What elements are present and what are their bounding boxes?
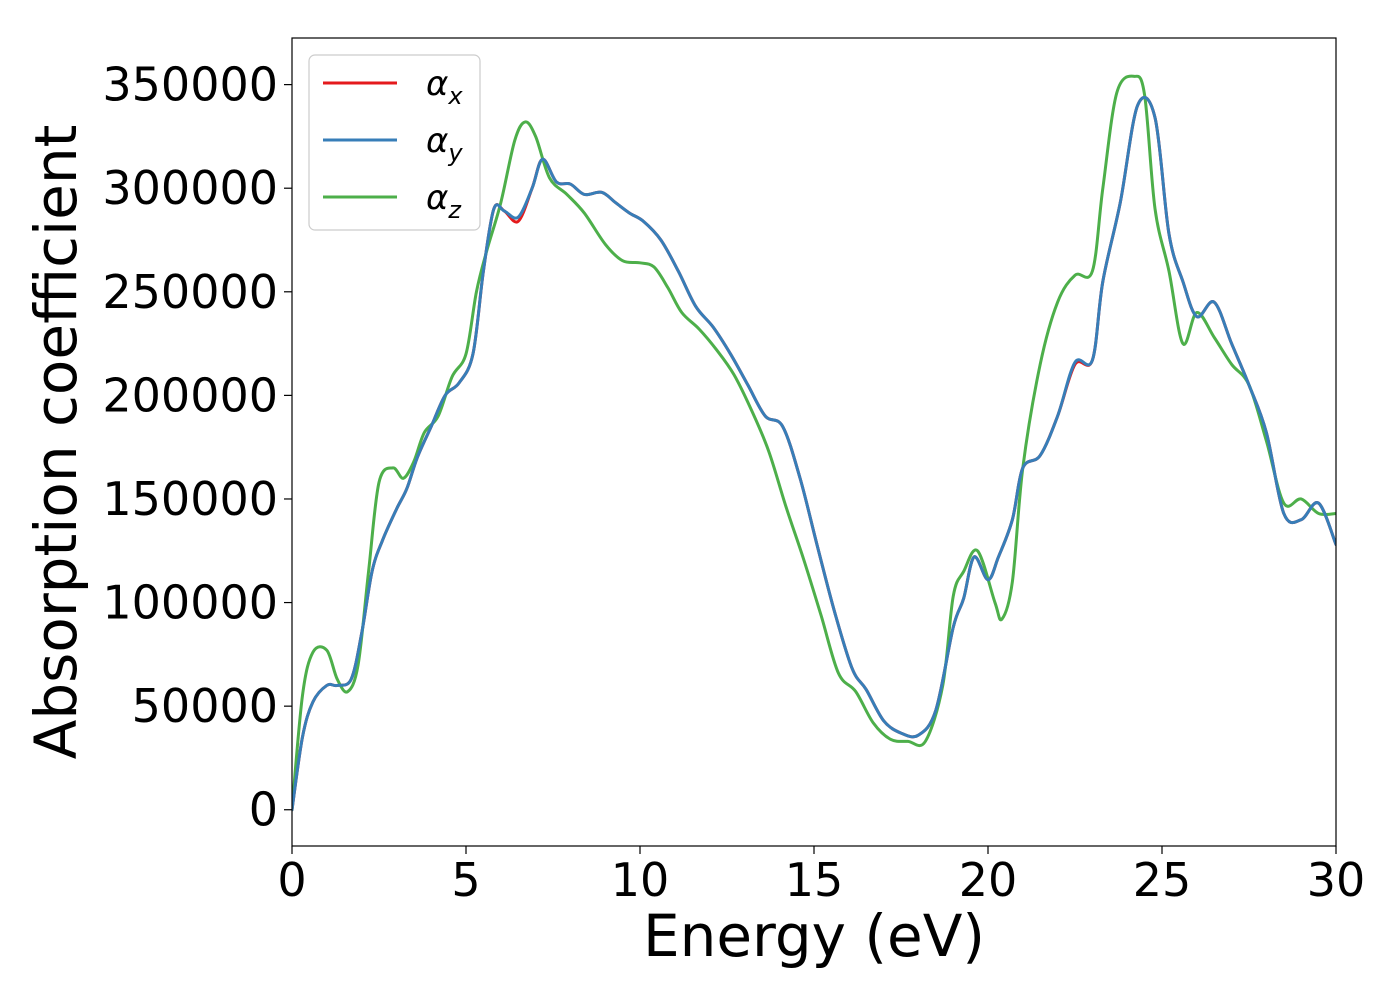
y-axis-ticks: 0 50000 100000 150000 200000 250000 300000 3500… (102, 58, 292, 837)
y-tick-label: 0 (249, 783, 278, 837)
y-axis-label: Absorption coefficient (22, 125, 90, 760)
legend-frame (308, 54, 481, 231)
y-tick-label: 200000 (102, 368, 278, 422)
x-axis-label: Energy (eV) (643, 902, 985, 970)
y-tick-label: 300000 (102, 161, 278, 215)
x-tick-label: 0 (277, 853, 306, 907)
y-tick-label: 150000 (102, 472, 278, 526)
x-tick-label: 30 (1307, 853, 1366, 907)
x-tick-label: 15 (785, 853, 844, 907)
series-line-alpha-y (292, 95, 1336, 812)
y-tick-label: 100000 (102, 576, 278, 630)
y-tick-label: 350000 (102, 58, 278, 112)
x-tick-label: 25 (1133, 853, 1192, 907)
y-tick-label: 50000 (132, 679, 278, 733)
x-axis-ticks: 0 5 10 15 20 25 30 (277, 846, 1365, 907)
series-layer (292, 74, 1336, 812)
x-tick-label: 10 (611, 853, 670, 907)
y-tick-label: 250000 (102, 265, 278, 319)
x-tick-label: 5 (451, 853, 480, 907)
x-tick-label: 20 (959, 853, 1018, 907)
series-line-alpha-z (292, 74, 1336, 812)
